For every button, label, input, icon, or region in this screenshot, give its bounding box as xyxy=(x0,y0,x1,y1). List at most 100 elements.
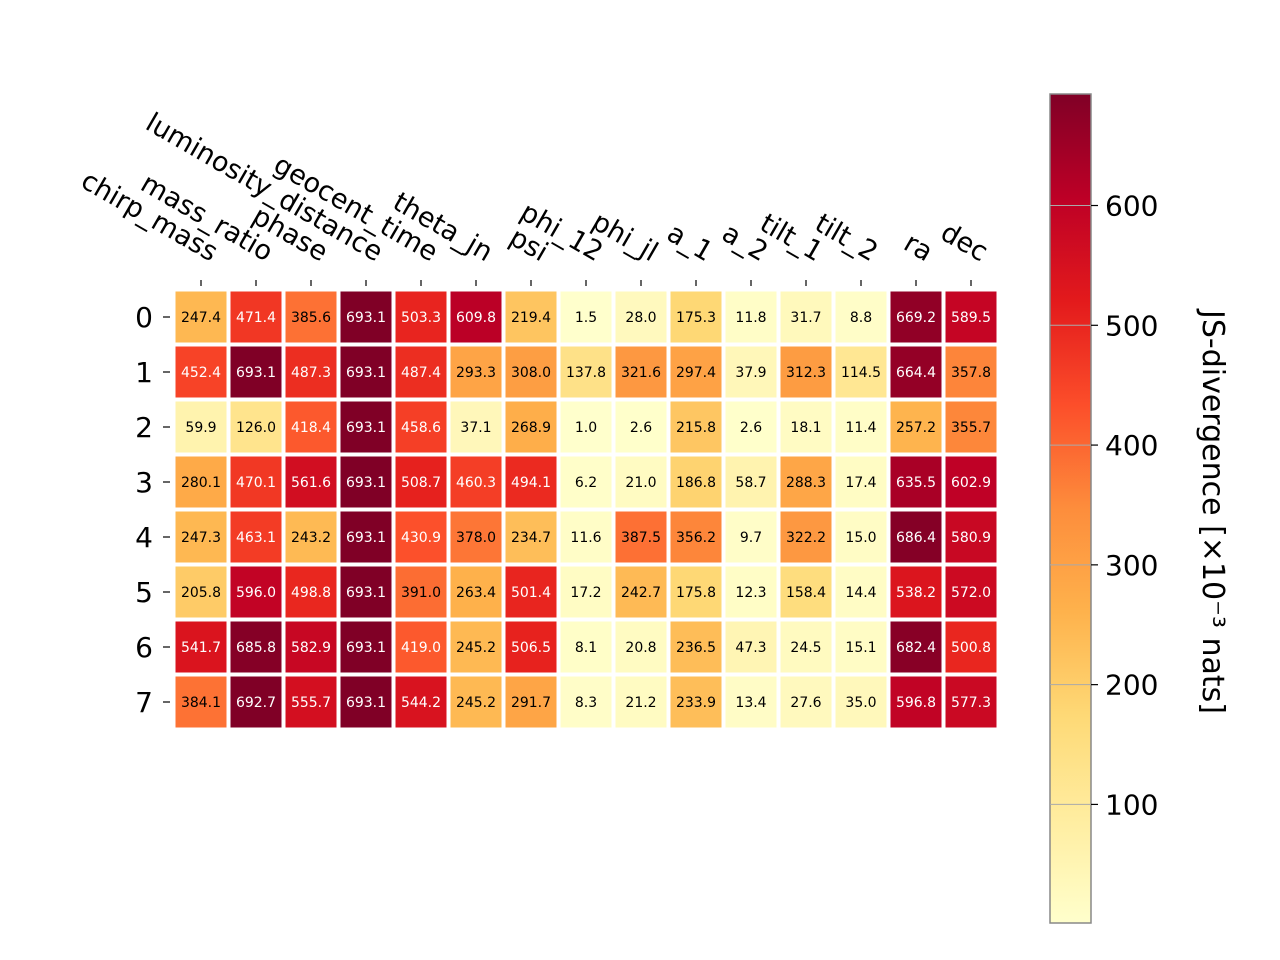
heatmap-cell xyxy=(175,346,227,398)
heatmap-cell xyxy=(890,621,942,673)
cell-value-label: 59.9 xyxy=(185,420,216,436)
heatmap-cell xyxy=(835,456,887,508)
cell-value-label: 15.1 xyxy=(845,640,876,656)
heatmap-cell xyxy=(560,511,612,563)
heatmap-cell xyxy=(945,676,997,728)
cell-value-label: 355.7 xyxy=(951,420,991,436)
cell-value-label: 247.3 xyxy=(181,530,221,546)
colorbar: 100 200 300 400 500 600 JS-divergence [×10⁻³ … xyxy=(1049,93,1230,924)
cell-value-label: 9.7 xyxy=(740,530,762,546)
cell-value-label: 682.4 xyxy=(896,640,936,656)
cell-value-label: 669.2 xyxy=(896,310,936,326)
heatmap-cell xyxy=(450,456,502,508)
heatmap-cell xyxy=(945,346,997,398)
row-label: 2 xyxy=(135,411,153,444)
cell-value-label: 242.7 xyxy=(621,585,661,601)
heatmap-cell xyxy=(945,621,997,673)
heatmap-cell xyxy=(725,401,777,453)
heatmap-cell xyxy=(945,566,997,618)
cell-value-label: 308.0 xyxy=(511,365,551,381)
cell-value-label: 126.0 xyxy=(236,420,276,436)
colorbar-tick-label: 500 xyxy=(1105,309,1158,342)
cell-value-label: 257.2 xyxy=(896,420,936,436)
cell-value-label: 37.1 xyxy=(460,420,491,436)
heatmap-cell xyxy=(780,346,832,398)
row-label: 3 xyxy=(135,466,153,499)
cell-value-label: 293.3 xyxy=(456,365,496,381)
cell-value-label: 693.1 xyxy=(346,530,386,546)
cell-value-label: 17.4 xyxy=(845,475,876,491)
heatmap-cell xyxy=(560,401,612,453)
heatmap-cells: 247.4 471.4 385.6 693.1 503.3 609.8 219.4 1.5 28… xyxy=(175,291,997,728)
cell-value-label: 12.3 xyxy=(735,585,766,601)
cell-value-label: 321.6 xyxy=(621,365,661,381)
cell-value-label: 2.6 xyxy=(740,420,762,436)
colorbar-tick-label: 100 xyxy=(1105,788,1158,821)
heatmap-cell xyxy=(780,291,832,343)
column-label: ra xyxy=(899,227,938,268)
cell-value-label: 233.9 xyxy=(676,695,716,711)
heatmap-cell xyxy=(230,346,282,398)
cell-value-label: 1.5 xyxy=(575,310,597,326)
heatmap-cell xyxy=(725,621,777,673)
row-label: 1 xyxy=(135,356,153,389)
heatmap-cell xyxy=(890,291,942,343)
cell-value-label: 234.7 xyxy=(511,530,551,546)
heatmap-cell xyxy=(285,291,337,343)
cell-value-label: 8.3 xyxy=(575,695,597,711)
cell-value-label: 430.9 xyxy=(401,530,441,546)
cell-value-label: 280.1 xyxy=(181,475,221,491)
cell-value-label: 8.8 xyxy=(850,310,872,326)
colorbar-gradient xyxy=(1049,93,1092,924)
cell-value-label: 13.4 xyxy=(735,695,766,711)
heatmap-cell xyxy=(725,346,777,398)
heatmap-cell xyxy=(175,401,227,453)
heatmap-cell xyxy=(395,566,447,618)
heatmap-cell xyxy=(615,566,667,618)
cell-value-label: 692.7 xyxy=(236,695,276,711)
heatmap-cell xyxy=(505,676,557,728)
cell-value-label: 175.3 xyxy=(676,310,716,326)
heatmap-cell xyxy=(340,456,392,508)
cell-value-label: 498.8 xyxy=(291,585,331,601)
heatmap-cell xyxy=(725,676,777,728)
heatmap-cell xyxy=(725,291,777,343)
cell-value-label: 635.5 xyxy=(896,475,936,491)
cell-value-label: 452.4 xyxy=(181,365,221,381)
cell-value-label: 8.1 xyxy=(575,640,597,656)
heatmap-cell xyxy=(670,401,722,453)
heatmap-cell xyxy=(835,291,887,343)
heatmap-cell xyxy=(230,401,282,453)
heatmap-cell xyxy=(285,676,337,728)
heatmap-cell xyxy=(230,456,282,508)
cell-value-label: 664.4 xyxy=(896,365,936,381)
heatmap-cell xyxy=(560,566,612,618)
heatmap-cell xyxy=(450,511,502,563)
cell-value-label: 487.4 xyxy=(401,365,441,381)
cell-value-label: 463.1 xyxy=(236,530,276,546)
cell-value-label: 538.2 xyxy=(896,585,936,601)
cell-value-label: 589.5 xyxy=(951,310,991,326)
row-label: 7 xyxy=(135,686,153,719)
heatmap-cell xyxy=(945,456,997,508)
heatmap-cell xyxy=(175,291,227,343)
cell-value-label: 582.9 xyxy=(291,640,331,656)
heatmap-cell xyxy=(615,676,667,728)
cell-value-label: 385.6 xyxy=(291,310,331,326)
cell-value-label: 236.5 xyxy=(676,640,716,656)
cell-value-label: 17.2 xyxy=(570,585,601,601)
heatmap-cell xyxy=(945,291,997,343)
cell-value-label: 596.0 xyxy=(236,585,276,601)
row-label: 4 xyxy=(135,521,153,554)
heatmap-cell xyxy=(670,346,722,398)
cell-value-label: 215.8 xyxy=(676,420,716,436)
cell-value-label: 541.7 xyxy=(181,640,221,656)
heatmap-cell xyxy=(670,676,722,728)
heatmap-cell xyxy=(505,621,557,673)
heatmap-cell xyxy=(450,621,502,673)
heatmap-cell xyxy=(670,291,722,343)
heatmap-cell xyxy=(340,621,392,673)
heatmap-cell xyxy=(505,566,557,618)
cell-value-label: 506.5 xyxy=(511,640,551,656)
cell-value-label: 577.3 xyxy=(951,695,991,711)
